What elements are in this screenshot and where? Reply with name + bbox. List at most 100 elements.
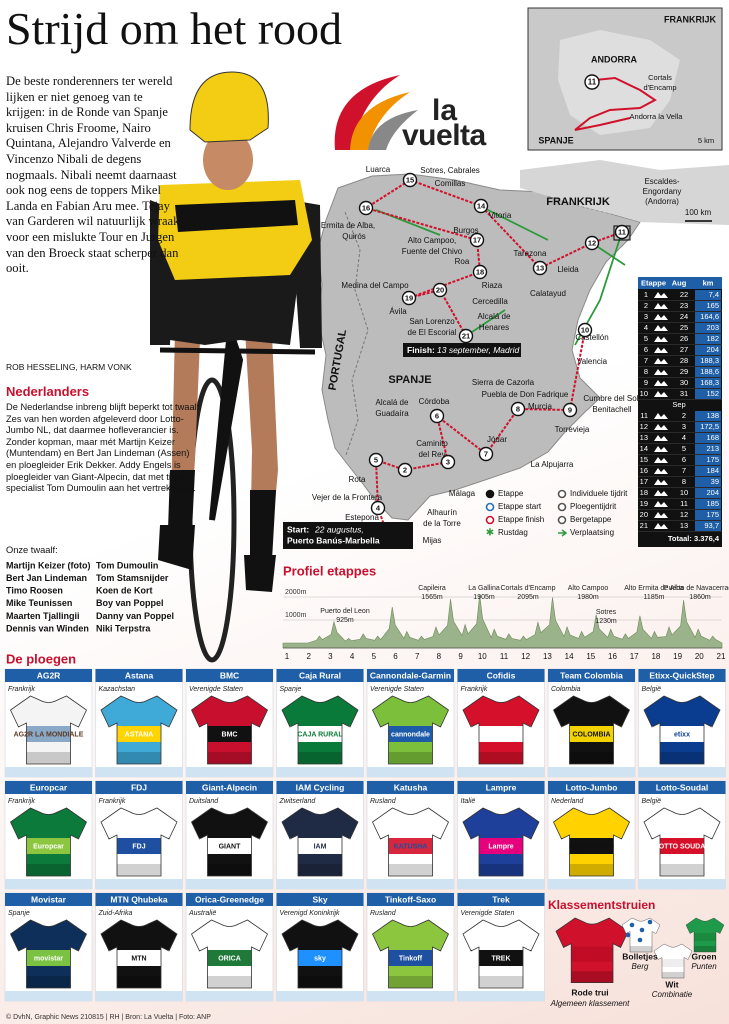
- map-label: Alto Campoo,: [408, 236, 456, 245]
- stage-number: 4: [376, 503, 381, 512]
- jersey-body: [10, 808, 87, 876]
- socks: [168, 470, 276, 560]
- stage-type-icon: [654, 490, 668, 496]
- jersey-sponsor: COLOMBIA: [572, 731, 610, 738]
- map-label: Castellón: [575, 333, 608, 342]
- km-cell-bg: [695, 411, 721, 421]
- stage-type-icon: [654, 347, 668, 353]
- team-name: Trek: [492, 894, 510, 904]
- team-country: Italië: [461, 798, 476, 805]
- logo-swoosh-orange: [350, 92, 410, 150]
- table-cell: 168,3: [700, 378, 719, 387]
- team-header: [548, 781, 635, 794]
- peak-height: 925m: [336, 617, 354, 624]
- stage-number: 7: [484, 449, 488, 458]
- team-name: Orica-Greenedge: [195, 894, 264, 904]
- jersey-outline: [9, 807, 88, 877]
- team-footer: [638, 767, 726, 777]
- table-cell: 19: [640, 499, 648, 508]
- map-label: Vitoria: [489, 211, 512, 220]
- peak-name: Cortals d'Encamp: [500, 585, 555, 592]
- km-cell-bg: [695, 367, 721, 377]
- map-label: Tarazona: [514, 249, 547, 258]
- jersey-band: [282, 838, 358, 854]
- table-cell: 164,6: [700, 312, 719, 321]
- stage-type-icon: [654, 468, 668, 474]
- table-cell: 184: [706, 466, 719, 475]
- map-label: Murcia: [528, 402, 553, 411]
- peak-height: 1565m: [421, 594, 443, 601]
- peak-name: Puerto del Leon: [320, 608, 370, 615]
- class-jersey: [653, 943, 693, 979]
- stage-marker: [472, 264, 488, 280]
- map-label: Sierra de Cazorla: [472, 378, 535, 387]
- jersey-outline: [100, 695, 178, 765]
- profile-axis-label: 1000m: [285, 612, 307, 619]
- stage-number: 3: [446, 457, 450, 466]
- table-cell: 152: [706, 389, 719, 398]
- team-name: Lotto-Jumbo: [566, 782, 618, 792]
- team-header: [95, 781, 183, 794]
- jersey-outline: [100, 807, 178, 877]
- km-cell-bg: [695, 488, 721, 498]
- map-label: Sotres, Cabrales: [420, 166, 480, 175]
- legend-label: Individuele tijdrit: [570, 489, 628, 498]
- map-label: Cumbre del Sol,: [583, 394, 640, 403]
- jersey-shade: [654, 972, 692, 978]
- peak-height: 1980m: [577, 594, 599, 601]
- team-header: [367, 893, 454, 906]
- logo-small: la: [432, 94, 457, 127]
- map-label: Mijas: [423, 536, 442, 545]
- rider-name: Tom Stamsnijder: [96, 573, 169, 583]
- stage-marker: [478, 446, 494, 462]
- stage-marker: [370, 500, 386, 516]
- team-footer: [186, 879, 273, 889]
- jersey-band: [191, 838, 268, 854]
- rider-name: Dennis van Winden: [6, 623, 89, 633]
- jersey-outline: [685, 917, 725, 953]
- table-cell: 22: [680, 290, 688, 299]
- table-cell: 21: [640, 521, 648, 530]
- map-label: La Alpujarra: [531, 460, 574, 469]
- map-label: del Rey: [418, 450, 445, 459]
- legend-icon: [557, 502, 567, 512]
- jersey-sponsor: Lampre: [488, 843, 513, 850]
- stage-marker: [532, 260, 548, 276]
- stage-type-icon: [654, 336, 668, 342]
- stage-number: 16: [362, 203, 370, 212]
- team-footer: [548, 767, 635, 777]
- team-country: Zwitserland: [279, 798, 317, 805]
- team-name: Lotto-Soudal: [656, 782, 708, 792]
- team-header: [457, 669, 545, 682]
- stage-marker: [368, 452, 384, 468]
- jersey-name: Wit: [665, 979, 678, 989]
- polka-dot: [637, 937, 643, 943]
- table-cell: 13: [640, 433, 648, 442]
- jersey-sponsor: Tinkoff: [399, 955, 423, 962]
- table-cell: 24: [680, 312, 688, 321]
- profile-stage-label: 14: [565, 652, 574, 661]
- stage-marker: [429, 408, 445, 424]
- table-cell: 10: [640, 389, 648, 398]
- map-label: Alcalá de: [376, 398, 409, 407]
- map-label: Quirós: [342, 232, 366, 241]
- inset-stage-marker: [584, 74, 600, 90]
- table-cell: 8: [644, 367, 648, 376]
- legend-icon: [558, 529, 568, 537]
- jersey-band: [175, 200, 298, 232]
- team-header: [367, 781, 454, 794]
- stage-marker: [584, 235, 600, 251]
- table-cell: 18: [640, 488, 648, 497]
- jersey-shade: [463, 864, 539, 876]
- team-name: Sky: [312, 894, 327, 904]
- peak-height: 1905m: [473, 594, 495, 601]
- profile-stage-label: 18: [651, 652, 660, 661]
- jersey-band: [372, 950, 449, 966]
- team-name: FDJ: [131, 782, 147, 792]
- start-text: 22 augustus,: [314, 524, 364, 534]
- team-name: Caja Rural: [299, 670, 341, 680]
- rider-name: Niki Terpstra: [96, 623, 151, 633]
- jersey-shade: [553, 752, 630, 764]
- team-header: [95, 893, 183, 906]
- table-cell: 13: [680, 521, 688, 530]
